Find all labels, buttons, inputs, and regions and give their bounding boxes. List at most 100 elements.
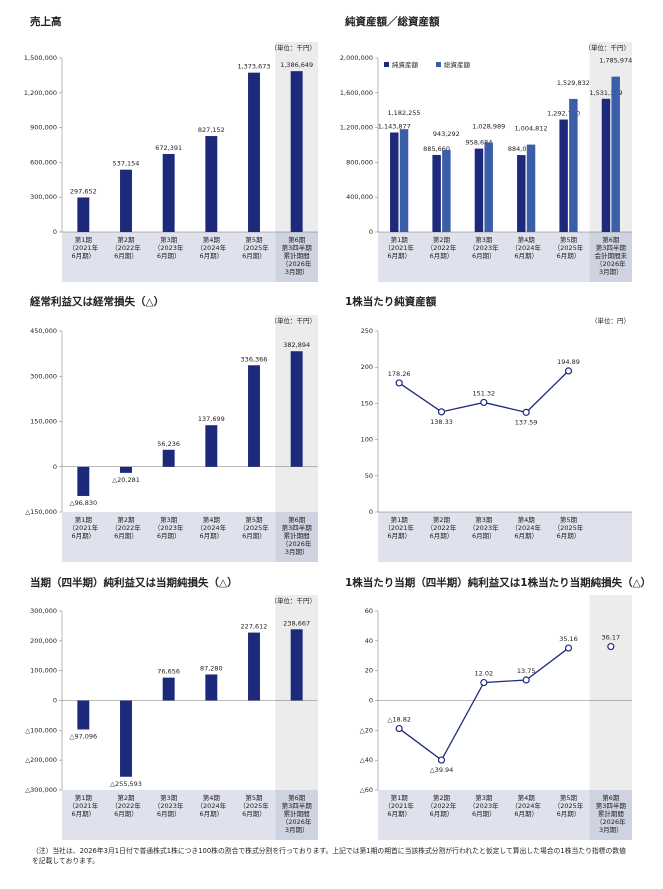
y-tick-label: △40 [360, 756, 373, 764]
legend-label: 純資産額 [392, 60, 419, 69]
point [395, 724, 403, 733]
bar [290, 71, 303, 233]
value-label: 1,182,255 [387, 109, 420, 117]
y-tick-label: △20 [360, 726, 373, 734]
bar [205, 674, 218, 701]
value-label: △20,281 [112, 476, 140, 484]
y-tick-label: 1,200,000 [24, 89, 57, 97]
bar [399, 129, 409, 232]
bar [484, 142, 493, 232]
value-label: 1,386,649 [280, 61, 313, 69]
chart-title: 1株当たり純資産額 [345, 295, 437, 308]
y-tick-label: 300,000 [30, 372, 57, 380]
bar [290, 629, 303, 701]
y-tick-label: 0 [369, 228, 373, 236]
value-label: 382,894 [283, 341, 310, 349]
legend-swatch [384, 62, 389, 67]
x-tick-label: 第5期（2025年 6月期） [239, 793, 269, 818]
x-tick-label: 第1期（2021年 6月期） [384, 793, 414, 818]
chart-title: 経常利益又は経常損失（△） [30, 295, 164, 308]
x-tick-label: 第6期第3四半期会計期間末（2026年 3月期） [595, 235, 628, 276]
x-tick-label: 第5期（2025年 6月期） [554, 235, 584, 260]
value-label: 672,391 [155, 144, 182, 152]
point [480, 678, 488, 687]
legend-swatch [436, 62, 441, 67]
point [564, 644, 573, 652]
y-tick-label: 0 [369, 508, 373, 516]
value-label: 1,529,832 [557, 79, 590, 87]
category-highlight [589, 232, 632, 282]
x-tick-label: 第1期（2021年 6月期） [69, 515, 99, 540]
x-tick-label: 第1期（2021年 6月期） [69, 793, 99, 818]
x-tick-label: 第4期（2024年 6月期） [197, 515, 227, 540]
value-label: 1,785,974 [599, 57, 632, 65]
y-tick-label: 0 [53, 463, 57, 471]
x-tick-label: 第3期（2023年 6月期） [469, 235, 499, 260]
bar [205, 136, 218, 232]
value-label: 76,656 [157, 668, 180, 676]
point [395, 379, 403, 387]
chart-title: 純資産額／総資産額 [345, 15, 440, 28]
legend-label: 総資産額 [444, 60, 471, 69]
y-tick-label: 50 [365, 472, 373, 480]
y-tick-label: 0 [53, 697, 57, 705]
point [607, 642, 615, 651]
point [480, 398, 488, 407]
y-tick-label: △200,000 [25, 756, 57, 764]
point [522, 676, 530, 684]
bar [77, 466, 90, 496]
chart-title: 1株当たり当期（四半期）純利益又は1株当たり当期純損失（△） [345, 576, 651, 589]
x-tick-label: 第2期（2022年 6月期） [427, 515, 457, 540]
bar [290, 351, 303, 467]
bar [442, 149, 451, 232]
bar [120, 169, 132, 232]
bar [162, 154, 175, 232]
point [437, 756, 446, 764]
bar [601, 98, 611, 232]
chart-title: 当期（四半期）純利益又は当期純損失（△） [30, 576, 238, 589]
x-tick-label: 第5期（2025年 6月期） [554, 793, 584, 818]
value-label: 943,292 [433, 130, 460, 138]
y-tick-label: 1,600,000 [340, 89, 373, 97]
x-tick-label: 第6期第3四半期累計期間（2026年 3月期） [596, 793, 627, 834]
point [437, 408, 446, 416]
y-tick-label: 900,000 [30, 124, 57, 132]
x-tick-label: 第5期（2025年 6月期） [239, 515, 269, 540]
y-tick-label: 300,000 [30, 607, 57, 615]
value-label: △96,830 [69, 499, 97, 507]
y-tick-label: 60 [365, 607, 373, 615]
bar [432, 154, 441, 232]
x-tick-label: 第4期（2024年 6月期） [511, 235, 541, 260]
y-tick-label: 200,000 [30, 637, 57, 645]
value-label: 336,366 [241, 355, 268, 363]
bar [559, 119, 568, 232]
value-label: 137,699 [198, 415, 225, 423]
x-tick-label: 第2期（2022年 6月期） [427, 793, 457, 818]
value-label: 958,684 [466, 139, 493, 147]
x-tick-label: 第4期（2024年 6月期） [511, 793, 541, 818]
x-tick-label: 第1期（2021年 6月期） [69, 235, 99, 260]
point [564, 367, 573, 375]
bar [248, 365, 260, 467]
value-label: 151.32 [472, 389, 495, 397]
y-tick-label: 1,500,000 [24, 54, 57, 62]
x-tick-label: 第2期（2022年 6月期） [111, 793, 141, 818]
bar [474, 148, 484, 232]
value-label: 1,292,760 [547, 110, 580, 118]
x-tick-label: 第1期（2021年 6月期） [384, 515, 414, 540]
x-tick-label: 第3期（2023年 6月期） [154, 793, 184, 818]
value-label: 13.75 [517, 667, 536, 675]
bar [611, 76, 620, 232]
y-tick-label: △100,000 [25, 726, 57, 734]
x-tick-label: 第3期（2023年 6月期） [154, 515, 184, 540]
bar [526, 144, 536, 232]
unit-label: （単位：千円） [271, 43, 317, 52]
bar [162, 449, 175, 467]
value-label: 227,612 [241, 623, 268, 631]
unit-label: （単位：千円） [271, 316, 317, 325]
bar [162, 677, 175, 701]
bar [248, 632, 260, 701]
y-tick-label: 100,000 [30, 667, 57, 675]
chart-title: 売上高 [30, 15, 62, 28]
bar [120, 700, 132, 777]
